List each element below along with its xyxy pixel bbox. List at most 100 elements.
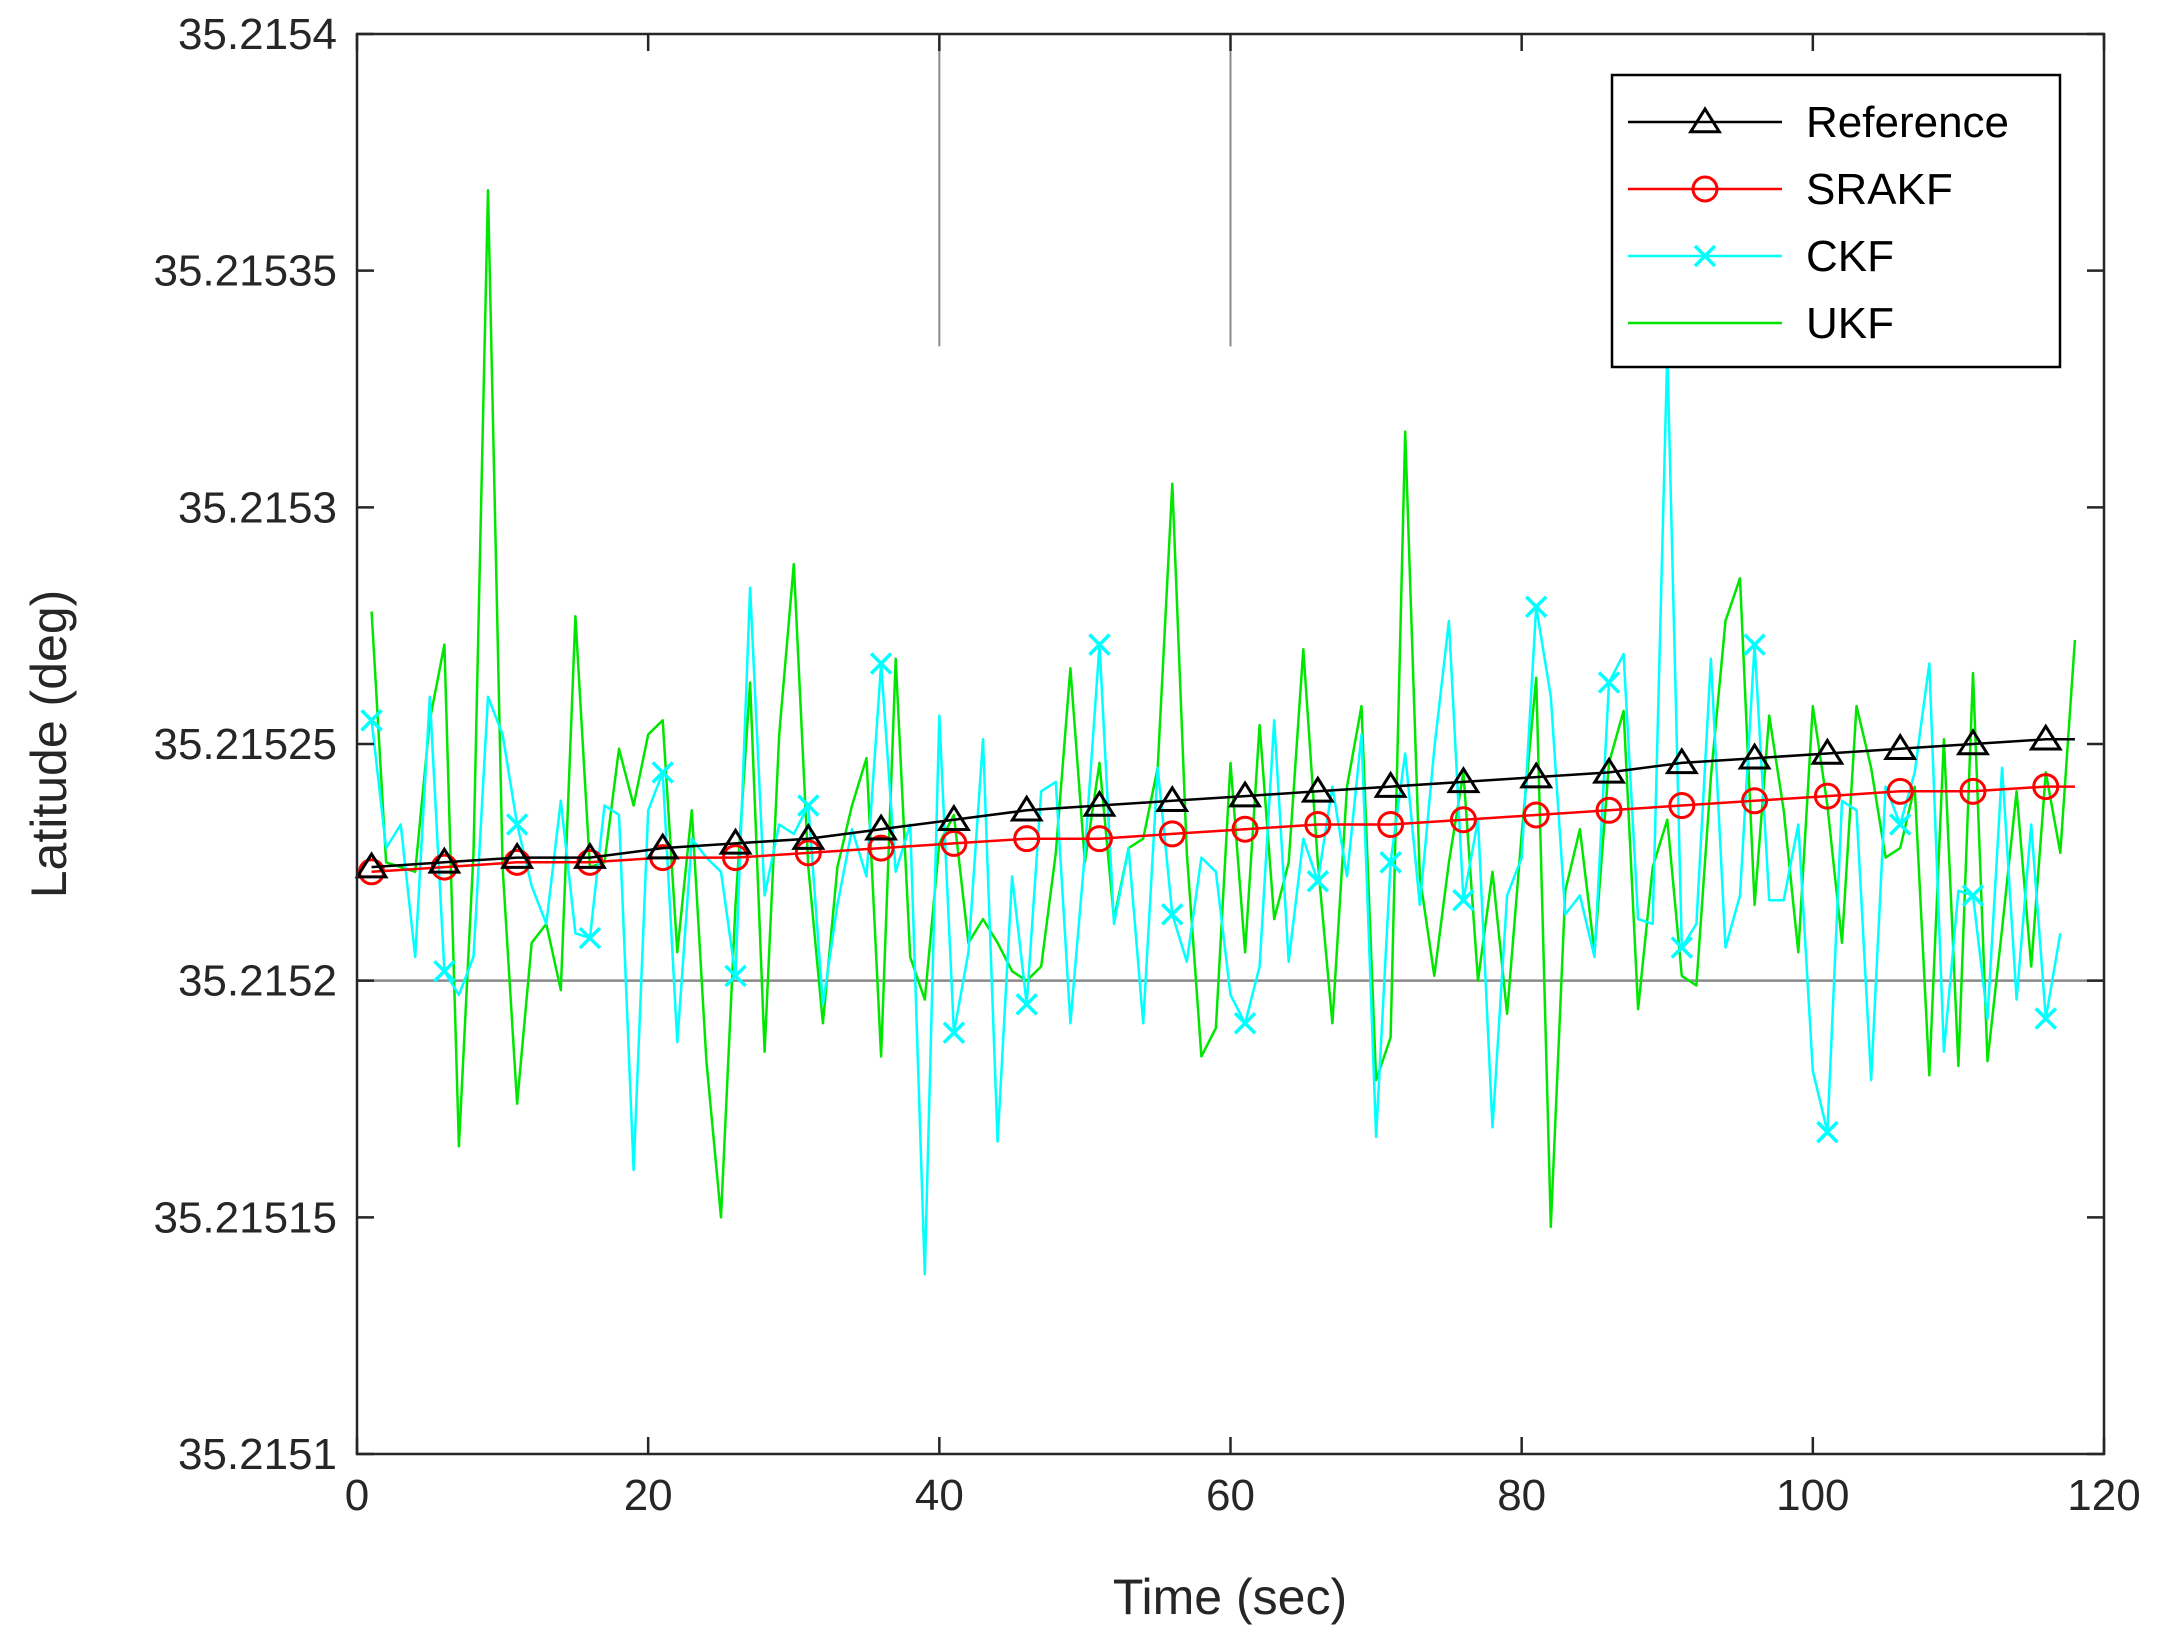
legend-label: Reference xyxy=(1806,98,2009,147)
series-line-ukf xyxy=(370,188,2077,1229)
data-point-reference xyxy=(1664,747,1699,775)
y-tick-label: 35.21515 xyxy=(153,1193,337,1242)
y-axis-title: Latitude (deg) xyxy=(21,590,77,899)
data-point-srakf xyxy=(1668,792,1696,820)
data-point-reference xyxy=(572,841,607,869)
data-point-srakf xyxy=(1522,801,1550,829)
data-point-ckf xyxy=(1597,671,1621,694)
y-tick-label: 35.2153 xyxy=(178,483,337,532)
data-point-ckf xyxy=(433,959,456,983)
data-point-ckf xyxy=(578,926,602,950)
legend-marker xyxy=(1687,106,1723,134)
data-point-ckf xyxy=(1015,993,1038,1016)
data-point-srakf xyxy=(1813,782,1841,810)
data-point-reference xyxy=(1519,761,1554,789)
data-point-srakf xyxy=(1377,810,1405,838)
data-point-reference xyxy=(864,813,899,841)
data-point-reference xyxy=(1883,732,1918,760)
data-point-reference xyxy=(427,846,462,874)
data-point-srakf xyxy=(1304,810,1332,838)
data-point-reference xyxy=(354,851,389,879)
legend-entry-ckf: CKF xyxy=(1628,232,1894,281)
data-point-ckf xyxy=(651,761,674,784)
data-point-reference xyxy=(1228,780,1263,808)
x-axis-title: Time (sec) xyxy=(1113,1569,1347,1625)
x-tick-label: 80 xyxy=(1497,1471,1546,1520)
legend-entry-ukf: UKF xyxy=(1628,299,1894,348)
data-point-ckf xyxy=(797,794,820,817)
data-point-reference xyxy=(936,803,971,831)
series-ckf xyxy=(360,349,2062,1276)
data-point-ckf xyxy=(2034,1007,2058,1030)
x-tick-label: 0 xyxy=(345,1471,369,1520)
data-point-ckf xyxy=(1670,936,1694,959)
data-point-ckf xyxy=(1233,1012,1257,1035)
data-point-reference xyxy=(645,832,680,860)
x-tick-label: 40 xyxy=(915,1471,964,1520)
data-point-ckf xyxy=(1452,888,1475,912)
legend-label: UKF xyxy=(1806,299,1894,348)
data-point-ckf xyxy=(942,1021,966,1044)
data-point-reference xyxy=(1009,794,1044,822)
data-point-reference xyxy=(718,827,753,855)
data-point-ckf xyxy=(1161,903,1184,926)
y-tick-label: 35.2151 xyxy=(178,1430,337,1479)
legend-marker xyxy=(1693,244,1717,268)
x-tick-label: 100 xyxy=(1776,1471,1849,1520)
data-point-srakf xyxy=(722,844,750,872)
y-tick-label: 35.2154 xyxy=(178,10,337,59)
data-point-srakf xyxy=(1595,796,1623,824)
data-point-srakf xyxy=(867,834,895,862)
data-point-srakf xyxy=(794,839,822,867)
x-tick-label: 20 xyxy=(624,1471,673,1520)
data-point-reference xyxy=(1737,742,1772,770)
data-point-reference xyxy=(1592,756,1627,784)
data-point-ckf xyxy=(505,813,529,836)
data-point-srakf xyxy=(1886,777,1914,805)
data-point-srakf xyxy=(940,829,968,857)
data-point-srakf xyxy=(1959,777,1987,805)
data-point-srakf xyxy=(1741,787,1769,815)
data-point-srakf xyxy=(1158,820,1186,848)
legend-entry-srakf: SRAKF xyxy=(1628,165,1953,214)
data-point-ckf xyxy=(1816,1120,1839,1144)
legend: Reference SRAKF CKF UKF xyxy=(1610,73,2062,369)
x-tick-label: 120 xyxy=(2067,1471,2140,1520)
data-point-ckf xyxy=(1306,870,1330,893)
legend-marker xyxy=(1691,175,1719,203)
series-ukf xyxy=(370,188,2077,1229)
data-point-reference xyxy=(1373,770,1408,798)
data-point-reference xyxy=(1446,766,1481,794)
data-point-reference xyxy=(500,841,535,869)
y-tick-label: 35.21525 xyxy=(153,720,337,769)
data-point-reference xyxy=(2028,723,2063,751)
data-point-ckf xyxy=(869,652,893,675)
series-reference xyxy=(354,723,2075,879)
legend-label: CKF xyxy=(1806,232,1894,281)
data-point-reference xyxy=(1300,775,1335,803)
legend-entry-reference: Reference xyxy=(1628,98,2009,147)
data-point-reference xyxy=(1955,728,1990,756)
data-point-srakf xyxy=(1085,825,1113,853)
y-tick-label: 35.21535 xyxy=(153,247,337,296)
data-point-ckf xyxy=(1743,633,1766,656)
data-point-ckf xyxy=(1888,813,1912,836)
legend-box xyxy=(1610,73,2062,369)
data-point-ckf xyxy=(360,709,383,732)
series-line-reference xyxy=(371,738,2075,869)
data-point-ckf xyxy=(724,964,747,988)
y-tick-label: 35.2152 xyxy=(178,957,337,1006)
x-tick-label: 60 xyxy=(1206,1471,1255,1520)
data-point-ckf xyxy=(1524,595,1548,618)
data-point-srakf xyxy=(2032,773,2060,801)
data-point-ckf xyxy=(1379,851,1402,874)
data-point-ckf xyxy=(1961,884,1985,907)
legend-label: SRAKF xyxy=(1806,165,1953,214)
data-point-reference xyxy=(791,822,826,850)
data-point-srakf xyxy=(1013,825,1041,853)
data-point-reference xyxy=(1810,737,1845,765)
series-line-ckf xyxy=(370,349,2062,1276)
data-point-srakf xyxy=(1449,806,1477,834)
data-point-reference xyxy=(1082,789,1117,817)
